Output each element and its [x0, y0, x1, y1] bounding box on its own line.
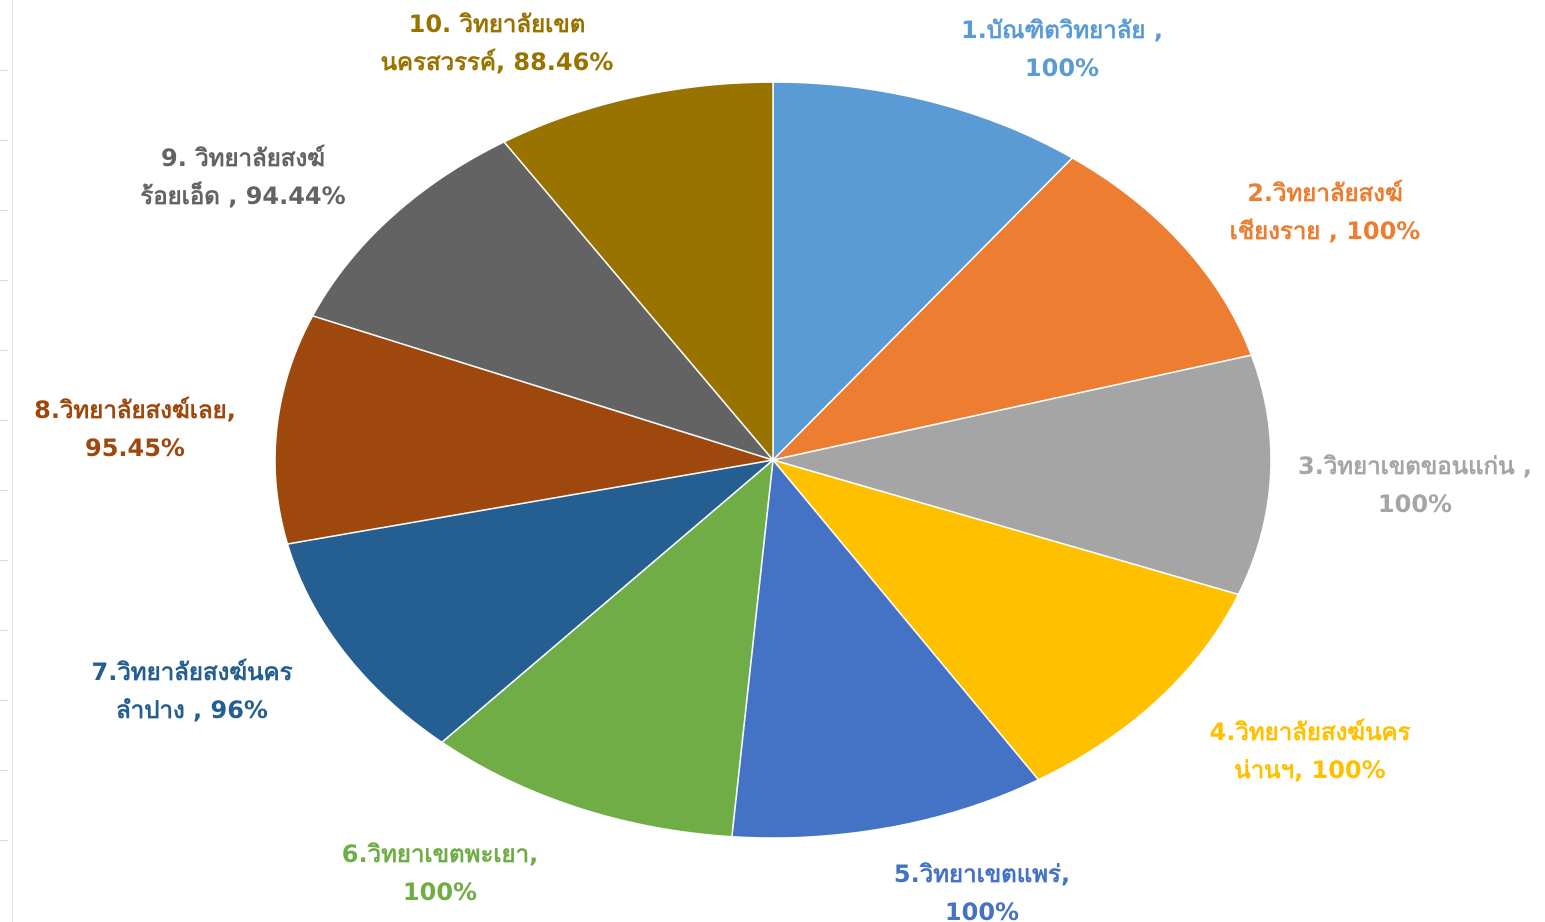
slice-label-3: 3.วิทยาเขตขอนแก่น , 100%: [1298, 452, 1532, 518]
gridline-ticks: [0, 0, 13, 922]
pie-slice-7: [286, 458, 776, 744]
pie-slice-1: [772, 81, 1074, 462]
pie-labels: 1.บัณฑิตวิทยาลัย , 100% 2.วิทยาลัยสงฆ์เชีย…: [34, 10, 1532, 922]
slice-label-2-line-2: เชียงราย , 100%: [1230, 217, 1421, 245]
slice-label-10-line-2: นครสวรรค์, 88.46%: [381, 48, 614, 76]
slice-label-9-line-1: 9. วิทยาลัยสงฆ์: [161, 144, 325, 172]
slice-label-8: 8.วิทยาลัยสงฆ์เลย, 95.45%: [34, 396, 236, 462]
slice-label-4: 4.วิทยาลัยสงฆ์นครน่านฯ, 100%: [1210, 718, 1411, 784]
slice-label-2: 2.วิทยาลัยสงฆ์เชียงราย , 100%: [1230, 179, 1421, 245]
slice-label-10-line-1: 10. วิทยาลัยเขต: [409, 10, 586, 38]
pie-slice-5: [731, 458, 1040, 839]
slice-label-9: 9. วิทยาลัยสงฆ์ร้อยเอ็ด , 94.44%: [140, 144, 345, 210]
slice-label-6-line-1: 6.วิทยาเขตพะเยา,: [342, 840, 538, 868]
pie-slices: [274, 81, 1272, 839]
slice-label-5-line-2: 100%: [945, 898, 1019, 922]
slice-label-1-line-1: 1.บัณฑิตวิทยาลัย ,: [961, 16, 1163, 44]
pie-slice-3: [772, 354, 1272, 596]
pie-slice-2: [770, 156, 1253, 462]
slice-label-1: 1.บัณฑิตวิทยาลัย , 100%: [961, 16, 1163, 82]
slice-label-4-line-2: น่านฯ, 100%: [1234, 756, 1385, 784]
slice-label-5: 5.วิทยาเขตแพร่, 100%: [894, 860, 1070, 922]
slice-label-3-line-1: 3.วิทยาเขตขอนแก่น ,: [1298, 452, 1532, 480]
slice-label-10: 10. วิทยาลัยเขตนครสวรรค์, 88.46%: [381, 10, 614, 76]
slice-label-2-line-1: 2.วิทยาลัยสงฆ์: [1247, 179, 1403, 207]
pie-slice-8: [274, 314, 774, 545]
slice-label-4-line-1: 4.วิทยาลัยสงฆ์นคร: [1210, 718, 1411, 746]
slice-label-8-line-1: 8.วิทยาลัยสงฆ์เลย,: [34, 396, 236, 424]
pie-slice-6: [440, 458, 774, 838]
slice-label-1-line-2: 100%: [1025, 54, 1099, 82]
slice-label-6: 6.วิทยาเขตพะเยา, 100%: [342, 840, 538, 906]
slice-label-9-line-2: ร้อยเอ็ด , 94.44%: [140, 181, 345, 210]
pie-slice-9: [311, 140, 776, 462]
slice-label-6-line-2: 100%: [403, 878, 477, 906]
slice-label-3-line-2: 100%: [1378, 490, 1452, 518]
slice-label-7: 7.วิทยาลัยสงฆ์นครลำปาง , 96%: [92, 658, 293, 724]
slice-label-7-line-1: 7.วิทยาลัยสงฆ์นคร: [92, 658, 293, 686]
pie-slice-10: [502, 81, 774, 463]
slice-label-5-line-1: 5.วิทยาเขตแพร่,: [894, 860, 1070, 888]
slice-label-8-line-2: 95.45%: [85, 434, 185, 462]
slice-label-7-line-2: ลำปาง , 96%: [116, 696, 268, 724]
pie-slice-4: [770, 458, 1240, 781]
